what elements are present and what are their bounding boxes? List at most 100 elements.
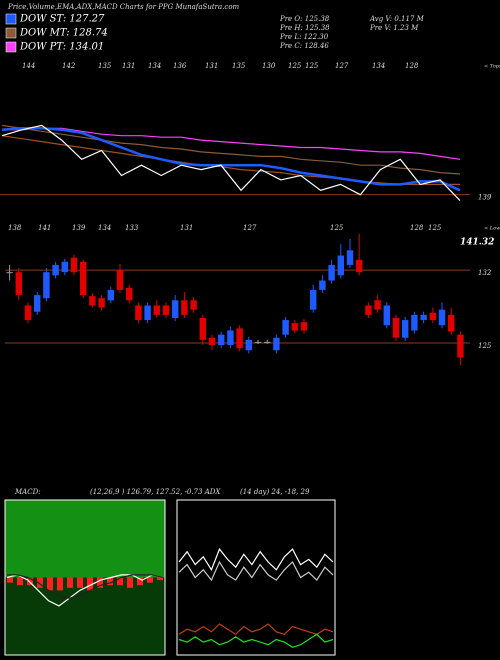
price-label: 127 xyxy=(335,62,349,70)
info-text: Pre L: 122.30 xyxy=(279,33,329,41)
candle-body xyxy=(355,259,363,273)
candle-body xyxy=(144,305,151,321)
candle-body xyxy=(337,255,345,276)
candle-body xyxy=(171,300,179,318)
series-line xyxy=(178,633,334,648)
histogram-bar xyxy=(47,577,53,591)
price-label: 125 xyxy=(305,62,319,70)
price-label: 131 xyxy=(122,62,135,70)
candle-body xyxy=(401,320,409,338)
candle-body xyxy=(33,295,41,312)
legend-label: DOW PT: 134.01 xyxy=(19,42,104,53)
price-label: 127 xyxy=(243,224,257,232)
candle-body xyxy=(135,305,142,321)
series-line xyxy=(178,560,334,582)
price-label: 134 xyxy=(98,224,111,232)
price-label: 136 xyxy=(173,62,187,70)
candle-body xyxy=(190,300,197,310)
adx-frame xyxy=(176,499,336,656)
price-label: 142 xyxy=(62,62,76,70)
candle-body xyxy=(107,289,115,301)
candle-body xyxy=(15,272,23,296)
candle-body xyxy=(162,305,170,315)
candle-body xyxy=(24,305,32,321)
legend-swatch xyxy=(5,41,17,53)
histogram-bar xyxy=(37,577,43,588)
histogram-bar xyxy=(77,577,83,588)
legend-swatch xyxy=(5,27,17,39)
candle-body xyxy=(392,317,400,338)
histogram-bar xyxy=(57,577,63,591)
candle-body xyxy=(227,330,234,346)
candle-body xyxy=(300,322,308,331)
series-line xyxy=(7,574,164,599)
candle-body xyxy=(245,339,253,351)
info-text: Avg V: 0.117 M xyxy=(369,15,425,23)
price-label: 138 xyxy=(8,224,22,232)
candle-body xyxy=(181,300,188,315)
info-text: Pre O: 125.38 xyxy=(279,15,330,23)
macd-label: MACD: xyxy=(14,488,41,496)
candle-body xyxy=(411,314,418,331)
series-line xyxy=(178,623,334,636)
price-label: 131 xyxy=(205,62,218,70)
histogram-bar xyxy=(97,577,103,588)
candle-body xyxy=(116,270,124,290)
y-tick-label: 139 xyxy=(478,194,492,202)
histogram-bar xyxy=(117,577,123,586)
histogram-bar xyxy=(157,577,163,581)
indicator-text: (14 day) 24, -18, 29 xyxy=(240,488,310,496)
histogram-bar xyxy=(17,577,23,586)
histogram-bar xyxy=(87,577,93,591)
info-text: Pre C: 128.46 xyxy=(279,42,329,50)
price-label: 144 xyxy=(22,62,35,70)
annotation: 141.32 xyxy=(460,238,494,248)
title: Price,Volume,EMA,ADX,MACD Charts for PPG… xyxy=(7,3,240,11)
candle-body xyxy=(457,334,464,358)
candle-body xyxy=(236,328,243,349)
price-label: 125 xyxy=(288,62,302,70)
side-label: < Lows xyxy=(484,226,500,232)
price-label: 130 xyxy=(262,62,276,70)
histogram-bar xyxy=(147,577,153,583)
candle-body xyxy=(319,280,326,290)
candle-body xyxy=(217,334,225,346)
candle-body xyxy=(61,261,69,273)
candle-body xyxy=(125,287,133,301)
series-line xyxy=(1,127,461,192)
price-label: 128 xyxy=(410,224,424,232)
price-label: 125 xyxy=(330,224,344,232)
macd-upper xyxy=(5,500,165,578)
histogram-bar xyxy=(7,577,13,583)
series-line xyxy=(1,124,461,202)
histogram-bar xyxy=(27,577,33,586)
legend-swatch xyxy=(5,13,17,25)
candle-body xyxy=(346,250,354,265)
legend-label: DOW ST: 127.27 xyxy=(19,14,105,25)
candle-body xyxy=(309,289,317,310)
candle-body xyxy=(6,272,13,274)
histogram-bar xyxy=(137,577,143,586)
y-tick-label: 125 xyxy=(478,342,492,350)
candle-body xyxy=(420,314,427,321)
price-label: 141 xyxy=(38,224,51,232)
candle-body xyxy=(70,257,78,273)
price-label: 139 xyxy=(72,224,86,232)
candle-body xyxy=(153,305,161,315)
candle-body xyxy=(282,320,289,335)
candle-body xyxy=(291,323,299,331)
price-label: 134 xyxy=(148,62,161,70)
candle-body xyxy=(52,264,59,276)
candle-body xyxy=(43,272,50,299)
price-label: 135 xyxy=(98,62,112,70)
candle-body xyxy=(273,337,280,351)
candle-body xyxy=(89,296,96,306)
histogram-bar xyxy=(107,577,113,586)
price-label: 128 xyxy=(405,62,419,70)
price-label: 131 xyxy=(180,224,193,232)
candle-body xyxy=(79,261,87,296)
indicator-text: (12,26,9 ) 126.79, 127.52, -0.73 ADX xyxy=(90,488,221,496)
candle-body xyxy=(208,337,216,346)
histogram-bar xyxy=(67,577,73,588)
